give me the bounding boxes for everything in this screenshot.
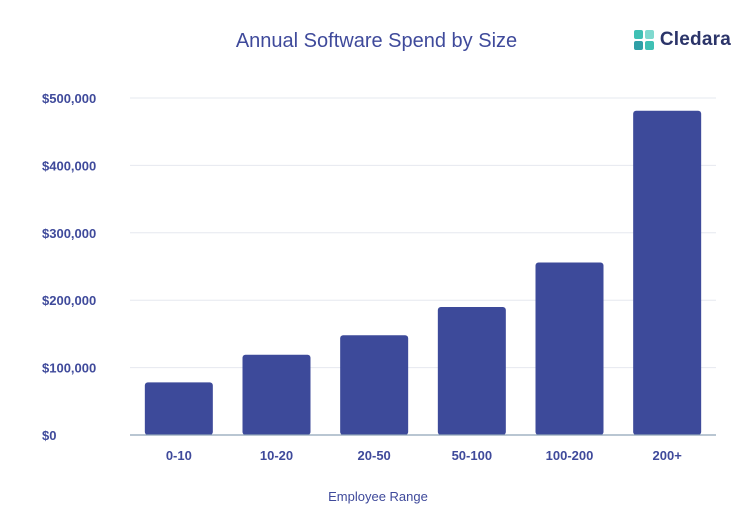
brand-name: Cledara xyxy=(659,29,731,50)
y-tick-label: $300,000 xyxy=(42,226,96,241)
chart-title: Annual Software Spend by Size xyxy=(235,30,518,52)
bar xyxy=(340,335,409,435)
bar xyxy=(535,262,604,435)
bar xyxy=(437,306,506,435)
bar xyxy=(633,110,702,435)
y-tick-label: $100,000 xyxy=(42,361,96,376)
x-tick-label: 10-20 xyxy=(260,448,293,463)
brand-logo: Cledara xyxy=(633,29,731,51)
x-tick-label: 20-50 xyxy=(358,448,391,463)
x-tick-label: 100-200 xyxy=(546,448,594,463)
y-tick-label: $500,000 xyxy=(42,91,96,106)
x-tick-label: 0-10 xyxy=(166,448,192,463)
x-tick-label: 50-100 xyxy=(452,448,492,463)
bar xyxy=(144,382,213,435)
x-tick-label: 200+ xyxy=(653,448,683,463)
cledara-logo-icon xyxy=(633,30,654,50)
bar xyxy=(242,354,311,435)
x-axis-title: Employee Range xyxy=(328,489,428,504)
y-tick-label: $200,000 xyxy=(42,293,96,308)
y-tick-label: $0 xyxy=(42,428,56,443)
y-tick-label: $400,000 xyxy=(42,158,96,173)
